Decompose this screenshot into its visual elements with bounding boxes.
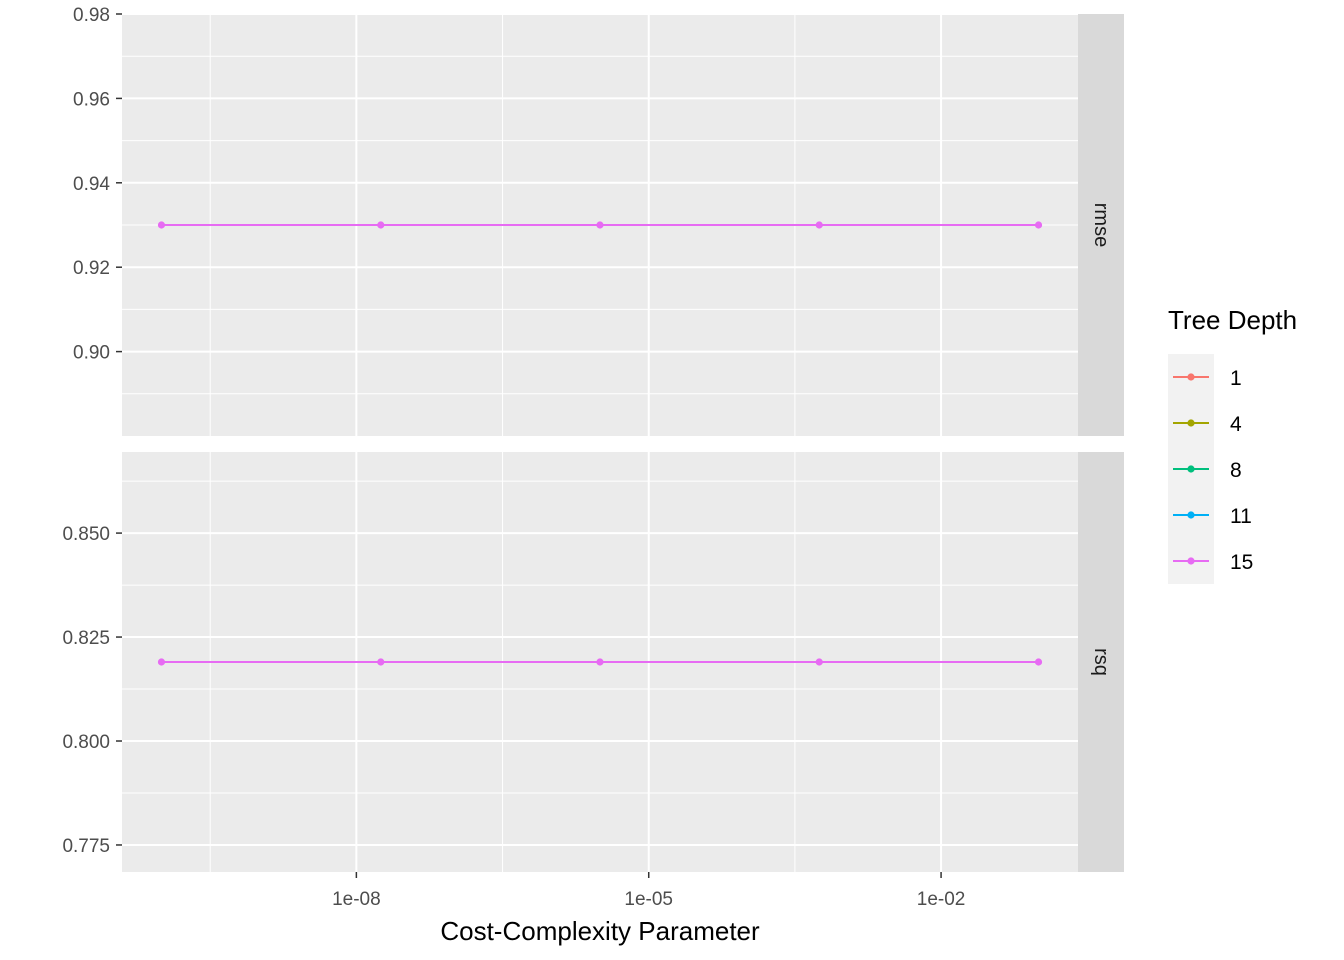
data-point bbox=[1034, 221, 1043, 229]
panel-rsq: 0.775 0.800 0.825 0.850 rsq bbox=[62, 452, 1124, 872]
panels: 0.900.920.940.960.98rmse0.7750.8000.8250… bbox=[62, 5, 1124, 872]
legend-label: 15 bbox=[1230, 551, 1253, 574]
legend-key-point bbox=[1187, 465, 1195, 473]
x-axis: 1e-08 1e-05 1e-02 bbox=[332, 872, 965, 910]
legend-label: 1 bbox=[1230, 367, 1242, 390]
legend-label: 4 bbox=[1230, 413, 1242, 436]
x-tick-label: 1e-02 bbox=[917, 889, 966, 910]
data-point bbox=[596, 658, 604, 666]
legend-key-point bbox=[1187, 373, 1195, 381]
x-tick-label: 1e-05 bbox=[624, 889, 673, 910]
facet-strip bbox=[1078, 14, 1124, 436]
y-tick-label: 0.775 bbox=[62, 836, 110, 857]
data-point bbox=[815, 658, 823, 666]
data-point bbox=[157, 221, 166, 229]
legend-entry: 1 bbox=[1168, 354, 1242, 400]
legend-entry: 8 bbox=[1168, 446, 1242, 492]
facet-strip bbox=[1078, 452, 1124, 872]
facet-strip-label: rmse bbox=[1090, 203, 1112, 247]
data-point bbox=[596, 221, 604, 229]
legend-key-point bbox=[1187, 511, 1195, 519]
y-tick-label: 0.800 bbox=[62, 732, 110, 753]
y-tick-label: 0.850 bbox=[62, 524, 110, 545]
legend-entry: 11 bbox=[1168, 492, 1252, 538]
x-axis-title: Cost-Complexity Parameter bbox=[440, 916, 760, 946]
y-tick-label: 0.98 bbox=[73, 5, 110, 26]
data-point bbox=[377, 658, 385, 666]
legend: Tree Depth 1 4 8 11 15 bbox=[1168, 305, 1297, 584]
x-tick-label: 1e-08 bbox=[332, 889, 381, 910]
y-tick-label: 0.825 bbox=[62, 628, 110, 649]
y-tick-label: 0.96 bbox=[73, 89, 110, 110]
facet-strip-label: rsq bbox=[1090, 648, 1112, 676]
panel-rmse: 0.90 0.92 0.94 0.96 0.98 rmse bbox=[73, 5, 1124, 436]
y-tick-label: 0.94 bbox=[73, 174, 110, 195]
data-point bbox=[1034, 658, 1043, 666]
data-point bbox=[157, 658, 166, 666]
legend-label: 8 bbox=[1230, 459, 1242, 482]
data-point bbox=[815, 221, 823, 229]
y-tick-label: 0.92 bbox=[73, 258, 110, 279]
data-point bbox=[377, 221, 385, 229]
legend-key-point bbox=[1187, 557, 1195, 565]
legend-key-point bbox=[1187, 419, 1195, 427]
y-tick-label: 0.90 bbox=[73, 343, 110, 364]
legend-entry: 4 bbox=[1168, 400, 1242, 446]
legend-title: Tree Depth bbox=[1168, 305, 1297, 335]
legend-entry: 15 bbox=[1168, 538, 1253, 584]
legend-label: 11 bbox=[1230, 505, 1252, 528]
